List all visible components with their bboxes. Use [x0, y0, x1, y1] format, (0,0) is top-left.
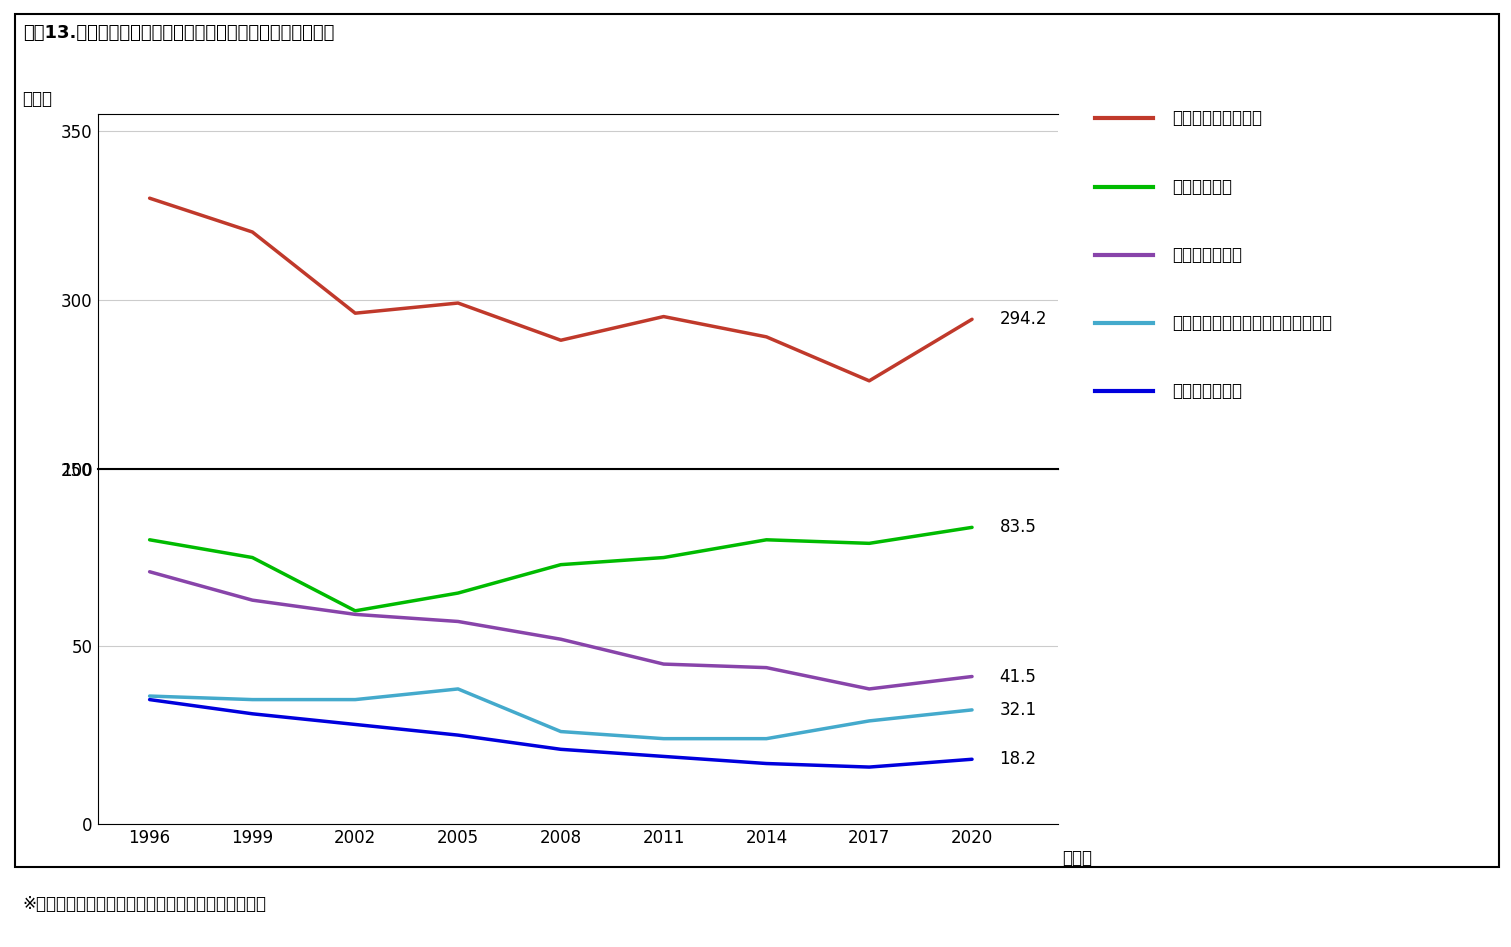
Text: 神経系の疾患: 神経系の疾患: [1173, 177, 1233, 196]
Text: 18.2: 18.2: [999, 750, 1037, 768]
Text: 図表13.　平均入院日数（退院患者）の推移　（傷病分類別）: 図表13. 平均入院日数（退院患者）の推移 （傷病分類別）: [23, 24, 334, 42]
Text: 32.1: 32.1: [999, 701, 1037, 719]
Text: 損傷，中毒及びその他の外因の影響: 損傷，中毒及びその他の外因の影響: [1173, 313, 1333, 332]
Text: 循環器系の疾患: 循環器系の疾患: [1173, 245, 1242, 264]
Text: （年）: （年）: [1062, 849, 1092, 867]
Text: ※　「患者調査」（厚生労働省）をもとに、筆者作成: ※ 「患者調査」（厚生労働省）をもとに、筆者作成: [23, 895, 266, 913]
Text: 294.2: 294.2: [999, 311, 1047, 329]
Text: 41.5: 41.5: [999, 668, 1037, 686]
Text: （日）: （日）: [23, 90, 53, 108]
Text: 新生物＜腫瘍＞: 新生物＜腫瘍＞: [1173, 382, 1242, 401]
Text: 83.5: 83.5: [999, 518, 1037, 536]
Text: 精神及び行動の障害: 精神及び行動の障害: [1173, 109, 1263, 128]
